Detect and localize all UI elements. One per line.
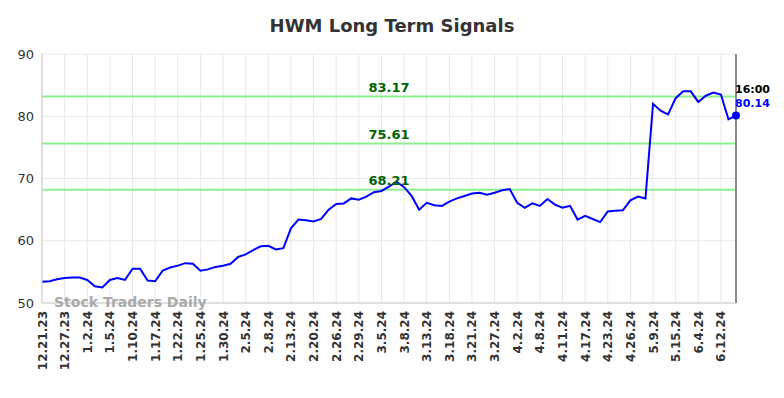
svg-text:83.17: 83.17 [368, 80, 409, 95]
svg-text:6.12.24: 6.12.24 [714, 311, 728, 362]
html-text:HWM Long Term Signals: HWM Long Term Signals [269, 15, 515, 36]
svg-text:4.17.24: 4.17.24 [579, 311, 593, 362]
svg-text:3.18.24: 3.18.24 [443, 311, 457, 362]
svg-text:2.5.24: 2.5.24 [239, 311, 253, 354]
svg-text:90: 90 [17, 47, 34, 62]
svg-text:1.2.24: 1.2.24 [81, 311, 95, 354]
svg-text:3.27.24: 3.27.24 [488, 311, 502, 362]
svg-text:60: 60 [17, 233, 34, 248]
svg-text:70: 70 [17, 171, 34, 186]
svg-text:6.4.24: 6.4.24 [692, 311, 706, 354]
svg-text:68.21: 68.21 [368, 173, 409, 188]
svg-text:2.20.24: 2.20.24 [307, 311, 321, 362]
svg-text:3.8.24: 3.8.24 [398, 311, 412, 354]
svg-text:1.30.24: 1.30.24 [217, 311, 231, 362]
svg-text:80: 80 [17, 109, 34, 124]
svg-text:5.15.24: 5.15.24 [669, 311, 683, 362]
svg-text:12.21.23: 12.21.23 [36, 311, 50, 370]
svg-text:5.9.24: 5.9.24 [647, 311, 661, 354]
svg-text:4.8.24: 4.8.24 [533, 311, 547, 354]
svg-text:3.13.24: 3.13.24 [420, 311, 434, 362]
svg-text:2.13.24: 2.13.24 [284, 311, 298, 362]
svg-text:2.29.24: 2.29.24 [352, 311, 366, 362]
svg-text:1.17.24: 1.17.24 [149, 311, 163, 362]
svg-text:4.11.24: 4.11.24 [556, 311, 570, 362]
svg-text:1.10.24: 1.10.24 [126, 311, 140, 362]
svg-text:50: 50 [17, 296, 34, 311]
svg-text:2.26.24: 2.26.24 [330, 311, 344, 362]
svg-text:12.27.23: 12.27.23 [58, 311, 72, 370]
svg-text:3.21.24: 3.21.24 [465, 311, 479, 362]
svg-text:4.26.24: 4.26.24 [624, 311, 638, 362]
svg-text:80.14: 80.14 [735, 97, 770, 110]
svg-text:1.5.24: 1.5.24 [103, 311, 117, 354]
svg-text:1.22.24: 1.22.24 [171, 311, 185, 362]
html-text:Stock Traders Daily: Stock Traders Daily [54, 294, 207, 310]
svg-text:75.61: 75.61 [368, 127, 409, 142]
svg-text:4.2.24: 4.2.24 [511, 311, 525, 354]
svg-text:4.23.24: 4.23.24 [601, 311, 615, 362]
svg-text:1.25.24: 1.25.24 [194, 311, 208, 362]
svg-text:3.5.24: 3.5.24 [375, 311, 389, 354]
svg-text:2.8.24: 2.8.24 [262, 311, 276, 354]
svg-text:16:00: 16:00 [735, 83, 770, 96]
